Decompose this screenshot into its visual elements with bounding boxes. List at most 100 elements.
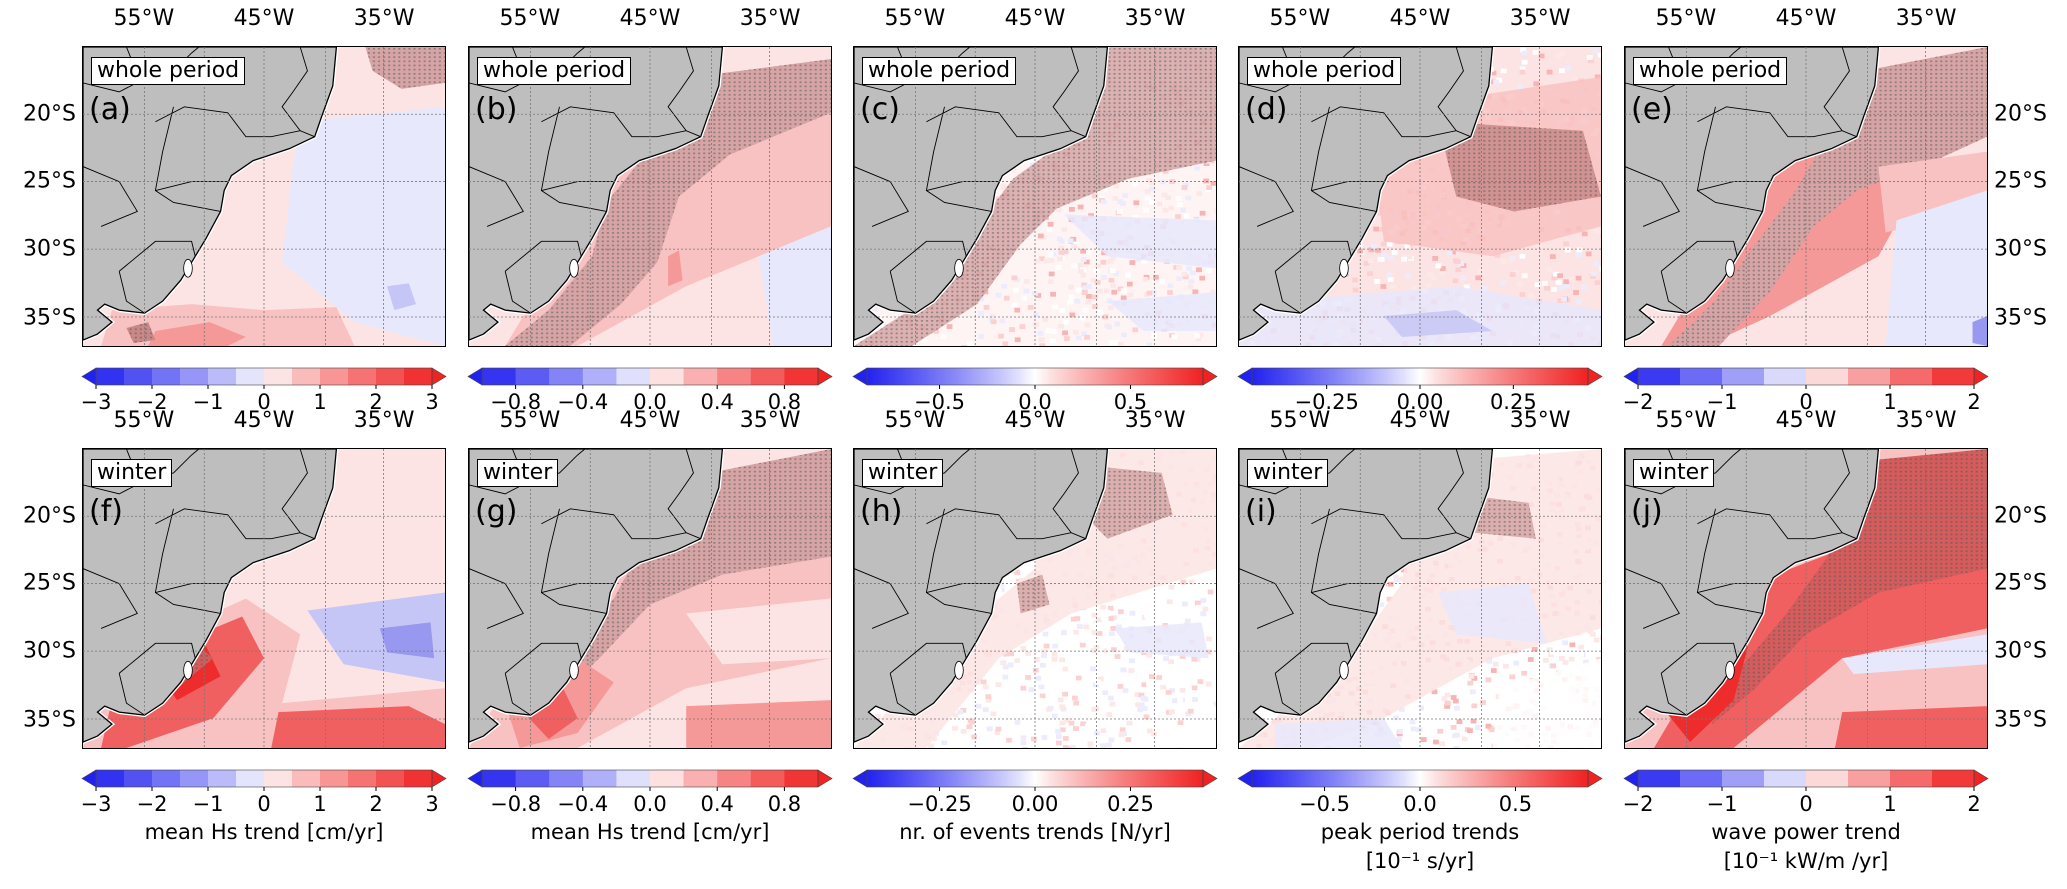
trend-cell bbox=[1112, 640, 1119, 646]
trend-cell bbox=[1409, 719, 1416, 725]
trend-cell bbox=[1111, 289, 1118, 295]
trend-cell bbox=[1397, 729, 1403, 734]
trend-cell bbox=[1068, 284, 1075, 290]
trend-cell bbox=[1046, 227, 1053, 233]
colorbar-bin bbox=[404, 770, 433, 787]
trend-cell bbox=[1143, 714, 1150, 720]
trend-cell bbox=[1196, 267, 1202, 273]
map-canvas bbox=[83, 47, 445, 346]
trend-cell bbox=[1396, 731, 1403, 737]
trend-cell bbox=[1055, 264, 1062, 270]
trend-cell bbox=[1368, 247, 1375, 253]
colorbar-bin bbox=[515, 770, 550, 787]
map-panel: winter (j) bbox=[1624, 448, 1988, 749]
trend-cell bbox=[1061, 630, 1067, 635]
trend-cell bbox=[1057, 697, 1064, 703]
trend-cell bbox=[1100, 259, 1107, 265]
trend-cell bbox=[1082, 289, 1088, 295]
colorbar-extend-min bbox=[852, 769, 868, 788]
map-canvas bbox=[854, 449, 1216, 748]
colorbar-bin bbox=[650, 368, 685, 385]
trend-cell bbox=[1176, 202, 1183, 207]
lon-tick-label: 55°W bbox=[113, 408, 175, 433]
trend-cell bbox=[1096, 617, 1102, 623]
lat-tick-label: 35°S bbox=[1994, 305, 2047, 331]
trend-cell bbox=[1578, 652, 1584, 657]
trend-cell bbox=[1519, 66, 1526, 72]
state-border bbox=[1625, 167, 1679, 227]
state-border bbox=[668, 47, 693, 131]
lagoon bbox=[570, 259, 579, 277]
state-border bbox=[119, 241, 195, 271]
significance-hatching bbox=[1711, 449, 1987, 725]
state-border bbox=[890, 241, 966, 271]
state-border bbox=[155, 509, 220, 614]
trend-cell bbox=[1156, 201, 1163, 207]
trend-cell bbox=[1578, 644, 1584, 650]
map-panel: whole period (e) bbox=[1624, 46, 1988, 347]
trend-cell bbox=[1100, 743, 1106, 748]
trend-cell bbox=[941, 745, 948, 748]
trend-cell bbox=[1194, 657, 1201, 662]
trend-cell bbox=[1104, 609, 1111, 615]
trend-cell bbox=[1144, 613, 1151, 619]
colorbar-bin bbox=[1848, 770, 1891, 787]
state-border bbox=[890, 643, 966, 673]
trend-cell bbox=[1097, 649, 1104, 654]
colorbar-tick-label: −2 bbox=[1622, 792, 1654, 816]
map-panel: whole period (c) bbox=[853, 46, 1217, 347]
significance-hatching bbox=[1438, 121, 1601, 212]
trend-cell bbox=[1014, 719, 1021, 725]
trend-cell bbox=[1162, 168, 1169, 174]
trend-cell bbox=[1090, 648, 1097, 653]
trend-cell bbox=[1062, 666, 1069, 672]
trend-cell bbox=[1202, 573, 1209, 578]
trend-region bbox=[1275, 718, 1402, 748]
trend-cell bbox=[1036, 697, 1043, 703]
colorbar-extend-min bbox=[1623, 367, 1639, 386]
trend-cell bbox=[1108, 695, 1114, 701]
state-border bbox=[505, 241, 581, 271]
trend-cell bbox=[1563, 279, 1570, 285]
trend-cell bbox=[1396, 737, 1402, 743]
trend-cell bbox=[1182, 701, 1189, 707]
trend-cell bbox=[1107, 305, 1114, 311]
trend-cell bbox=[1108, 277, 1115, 283]
trend-cell bbox=[1502, 663, 1509, 669]
trend-cell bbox=[1058, 238, 1065, 244]
trend-cell bbox=[1520, 47, 1527, 53]
trend-cell bbox=[1377, 256, 1384, 262]
trend-cell bbox=[1049, 338, 1056, 344]
trend-cell bbox=[1073, 629, 1080, 635]
trend-cell bbox=[1085, 299, 1092, 305]
state-border bbox=[83, 167, 137, 227]
trend-cell bbox=[1509, 272, 1516, 277]
trend-cell bbox=[1380, 241, 1387, 247]
trend-cell bbox=[1373, 226, 1380, 232]
map-panel: winter (g) bbox=[468, 448, 832, 749]
lon-tick-label: 35°W bbox=[1895, 6, 1957, 31]
trend-cell bbox=[1424, 739, 1431, 745]
trend-cell bbox=[1121, 332, 1127, 338]
trend-cell bbox=[1020, 735, 1027, 741]
colorbar bbox=[81, 367, 447, 389]
trend-cell bbox=[1043, 683, 1050, 689]
trend-cell bbox=[1091, 193, 1098, 199]
trend-cell bbox=[1046, 707, 1053, 712]
trend-cell bbox=[1546, 647, 1553, 653]
lat-tick-label: 35°S bbox=[1994, 707, 2047, 733]
map-panel: winter (h) bbox=[853, 448, 1217, 749]
trend-cell bbox=[1194, 333, 1201, 339]
trend-cell bbox=[1517, 282, 1523, 287]
trend-cell bbox=[1183, 182, 1189, 188]
state-border bbox=[155, 107, 314, 137]
trend-cell bbox=[1146, 177, 1153, 183]
trend-cell bbox=[1439, 741, 1445, 747]
trend-cell bbox=[1023, 288, 1030, 294]
trend-cell bbox=[1197, 679, 1204, 685]
trend-cell bbox=[1575, 275, 1582, 281]
land bbox=[1625, 449, 1878, 742]
period-label: winter bbox=[91, 459, 173, 487]
colorbar-bin bbox=[482, 770, 517, 787]
colorbar-bin bbox=[180, 770, 209, 787]
